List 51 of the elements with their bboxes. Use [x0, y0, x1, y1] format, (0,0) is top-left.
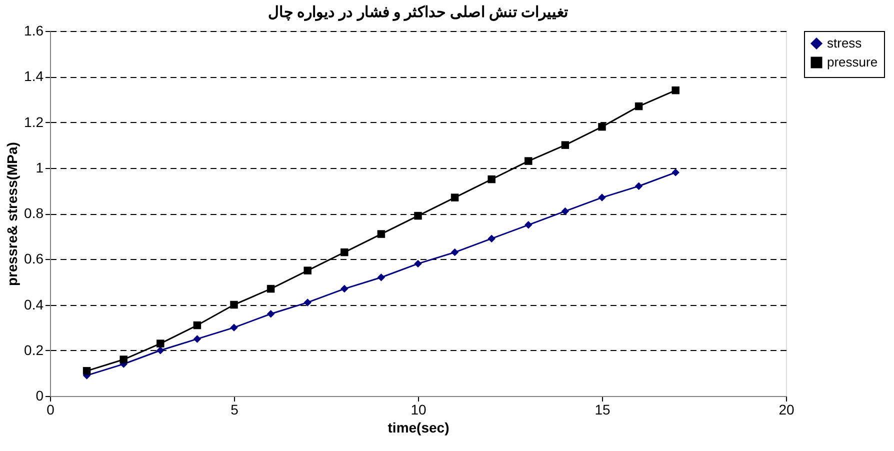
point [672, 168, 680, 176]
point [82, 367, 91, 375]
point [377, 230, 386, 238]
y-tick-label: 1.2 [24, 114, 44, 130]
legend-label: stress [827, 36, 862, 50]
legend-label: pressure [827, 54, 878, 70]
x-tick-label: 20 [778, 402, 794, 418]
x-tick-label: 5 [230, 402, 239, 418]
point [672, 86, 680, 94]
point [561, 141, 570, 149]
point [340, 284, 348, 293]
chart-title: تغییرات تنش اصلی حداکثر و فشار در دیواره چال [268, 4, 568, 21]
y-tick-label: 0.2 [24, 342, 44, 358]
point [377, 274, 386, 282]
point [450, 248, 459, 256]
x-axis-title: time(sec) [388, 420, 450, 436]
y-tick-label: 1.4 [24, 68, 44, 84]
y-tick-label: 0.4 [24, 296, 44, 312]
point [634, 182, 643, 190]
point [524, 157, 532, 165]
point [561, 207, 570, 216]
point [634, 102, 643, 110]
point [193, 335, 202, 343]
y-tick-label: 0 [36, 388, 44, 404]
y-tick-label: 1 [36, 159, 44, 176]
point [524, 221, 532, 229]
point [304, 266, 312, 274]
point [414, 260, 422, 268]
point [266, 284, 275, 293]
point [266, 310, 275, 318]
y-tick-label: 0.8 [24, 205, 44, 221]
y-axis-title: pressre& stress(MPa) [4, 142, 20, 286]
point [340, 248, 348, 256]
point [488, 234, 496, 242]
point [598, 194, 606, 202]
point [304, 298, 312, 306]
y-tick-label: 1.6 [24, 22, 44, 38]
x-tick-label: 10 [410, 402, 426, 418]
point [156, 340, 164, 348]
point [193, 321, 202, 330]
point [230, 324, 238, 332]
x-tick-label: 0 [46, 402, 55, 418]
point [156, 346, 164, 354]
point [488, 175, 496, 184]
point [230, 300, 238, 309]
point [120, 356, 128, 364]
point [598, 122, 606, 131]
x-tick-label: 15 [594, 402, 610, 418]
point [450, 194, 459, 202]
y-tick-label: 0.6 [24, 250, 44, 267]
point [414, 212, 422, 220]
